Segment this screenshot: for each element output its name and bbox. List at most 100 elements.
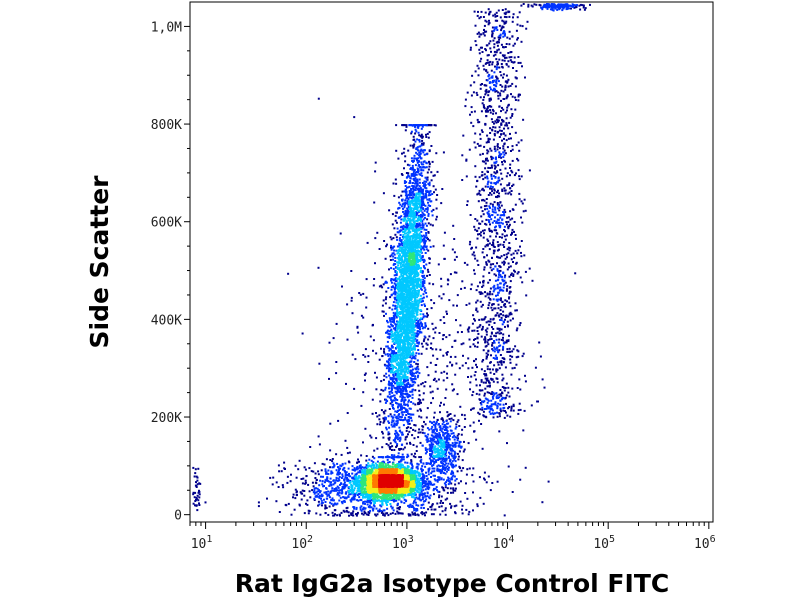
data-point: [383, 374, 386, 377]
data-point: [384, 416, 387, 419]
data-point: [490, 405, 493, 408]
data-point: [368, 499, 371, 502]
data-point: [492, 126, 495, 129]
data-point: [421, 486, 424, 489]
data-point: [486, 134, 489, 137]
data-point: [402, 456, 405, 459]
data-point: [423, 476, 426, 479]
data-point: [409, 377, 412, 380]
data-point: [413, 507, 415, 510]
data-point: [390, 377, 392, 380]
data-point: [426, 343, 429, 346]
data-point: [431, 464, 434, 467]
data-point: [550, 3, 553, 5]
data-point: [485, 373, 487, 376]
data-point: [432, 443, 435, 446]
data-point: [462, 450, 465, 453]
data-point: [390, 248, 393, 251]
data-point: [516, 157, 519, 160]
data-point: [395, 236, 398, 239]
data-point: [394, 307, 397, 310]
data-point: [475, 307, 478, 310]
data-point: [392, 255, 395, 258]
data-point: [471, 253, 474, 256]
data-point: [387, 437, 390, 440]
data-point: [406, 228, 409, 231]
data-point: [479, 153, 482, 156]
data-point: [414, 189, 417, 192]
data-point: [496, 171, 499, 174]
data-point: [507, 78, 510, 81]
data-point: [433, 461, 436, 464]
data-point: [450, 432, 453, 435]
data-point: [383, 351, 386, 354]
data-point: [506, 109, 508, 112]
data-point: [308, 490, 311, 493]
data-point: [445, 437, 448, 440]
data-point: [390, 279, 392, 282]
data-point: [511, 350, 514, 353]
data-point: [413, 143, 416, 146]
data-point: [427, 374, 430, 377]
data-point: [494, 167, 496, 170]
data-point: [365, 296, 368, 299]
data-point: [518, 198, 521, 201]
data-point: [451, 345, 454, 348]
data-point: [338, 491, 341, 494]
data-point: [406, 372, 409, 375]
data-point: [340, 500, 343, 503]
data-point: [402, 389, 405, 392]
data-point: [425, 450, 428, 453]
data-point: [484, 336, 487, 339]
data-point: [194, 468, 197, 471]
data-point: [387, 365, 390, 368]
data-point: [315, 487, 318, 490]
data-point: [492, 81, 495, 83]
data-point: [352, 496, 355, 499]
data-point: [492, 380, 495, 383]
data-point: [393, 424, 395, 427]
data-point: [484, 162, 487, 165]
data-point: [511, 113, 514, 115]
data-point: [339, 483, 341, 486]
data-point: [432, 489, 435, 492]
data-point: [390, 286, 393, 289]
data-point: [418, 372, 421, 375]
data-point: [324, 470, 327, 473]
data-point: [412, 174, 415, 177]
data-point: [521, 202, 524, 205]
data-point: [412, 178, 415, 180]
data-point: [426, 487, 429, 490]
data-point: [400, 459, 403, 462]
data-point: [476, 142, 479, 145]
data-point: [445, 429, 448, 431]
data-point: [355, 468, 358, 471]
data-point: [351, 497, 354, 500]
data-point: [362, 502, 365, 505]
data-point: [405, 226, 408, 229]
data-point: [451, 460, 454, 463]
data-point: [300, 478, 303, 480]
data-point: [482, 410, 485, 413]
data-point: [420, 401, 422, 404]
data-point: [483, 199, 486, 202]
data-point: [397, 438, 399, 441]
data-point: [394, 374, 397, 377]
data-point: [393, 350, 395, 353]
data-point: [423, 286, 426, 289]
data-point: [426, 315, 429, 318]
data-point: [331, 471, 334, 474]
data-point: [514, 309, 517, 312]
data-point: [421, 492, 424, 495]
data-point: [487, 185, 489, 188]
data-point: [489, 489, 492, 492]
data-point: [488, 293, 491, 296]
data-point: [463, 286, 466, 289]
data-point: [504, 396, 507, 399]
data-point: [505, 289, 508, 292]
data-point: [493, 246, 496, 248]
data-point: [385, 443, 388, 445]
data-point: [487, 212, 490, 215]
data-point: [417, 189, 420, 192]
data-point: [406, 231, 409, 234]
